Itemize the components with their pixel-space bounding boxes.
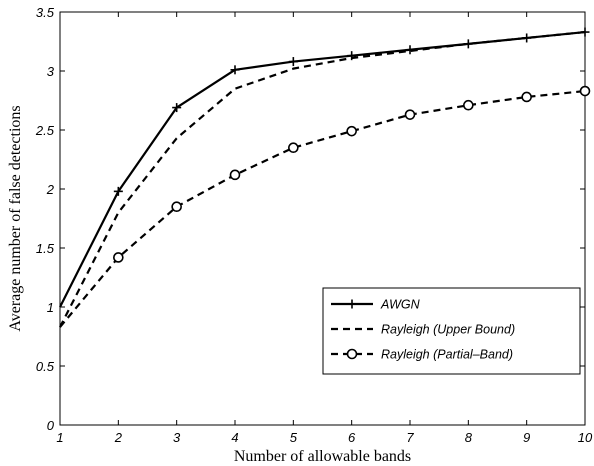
x-tick-label: 8 [465,430,473,445]
axis-ticks: 1 2 3 4 5 6 7 8 9 10 0 0.5 1 1.5 2 2.5 3 3.5 [35,5,593,445]
legend-box [322,287,581,375]
series-1 [59,27,590,308]
legend: AWGN Rayleigh (Upper Bound) Rayleigh (Part… [322,287,581,375]
series-3 [59,85,591,328]
legend-item: Rayleigh (Partial–Band) [331,348,513,362]
y-tick-label: 3.5 [36,5,55,20]
legend-item: Rayleigh (Upper Bound) [331,323,515,337]
data-point [463,99,474,111]
y-tick-label: 2.5 [35,123,55,138]
x-tick-label: 5 [290,430,298,445]
data-point [404,109,416,120]
legend-item: AWGN [331,298,421,312]
series-line [59,30,586,308]
data-point [521,91,532,103]
y-axis-title: Average number of false detections [7,105,24,331]
data-point [229,169,241,181]
x-tick-label: 3 [173,430,181,445]
series-2 [59,30,586,328]
y-tick-label: 0 [47,418,55,433]
data-point [346,125,357,137]
y-tick-label: 3 [47,64,55,79]
data-point [288,142,299,153]
y-tick-label: 0.5 [36,359,55,374]
data-point [171,201,182,212]
x-tick-label: 2 [114,430,123,445]
x-tick-label: 4 [231,430,238,445]
data-point [288,57,298,67]
legend-label: Rayleigh (Upper Bound) [381,323,515,337]
series-line [59,89,586,328]
plot-frame [59,11,586,426]
x-tick-label: 9 [523,430,530,445]
legend-label: Rayleigh (Partial–Band) [381,348,513,362]
y-tick-label: 2 [46,182,55,197]
x-tick-label: 10 [578,430,593,445]
data-point [113,186,123,196]
legend-label: AWGN [380,298,421,312]
y-tick-label: 1.5 [36,241,55,256]
x-tick-label: 1 [56,430,63,445]
data-point [172,103,182,113]
data-point [579,85,591,97]
data-point [113,252,124,263]
x-axis-title: Number of allowable bands [234,448,411,465]
plot-area [59,11,586,426]
x-tick-label: 6 [348,430,356,445]
series-layer [59,27,591,328]
x-tick-label: 7 [406,430,414,445]
data-point [230,65,240,75]
series-line [59,30,586,328]
y-tick-label: 1 [47,300,54,315]
legend-marker [347,299,357,309]
legend-marker [346,348,358,360]
